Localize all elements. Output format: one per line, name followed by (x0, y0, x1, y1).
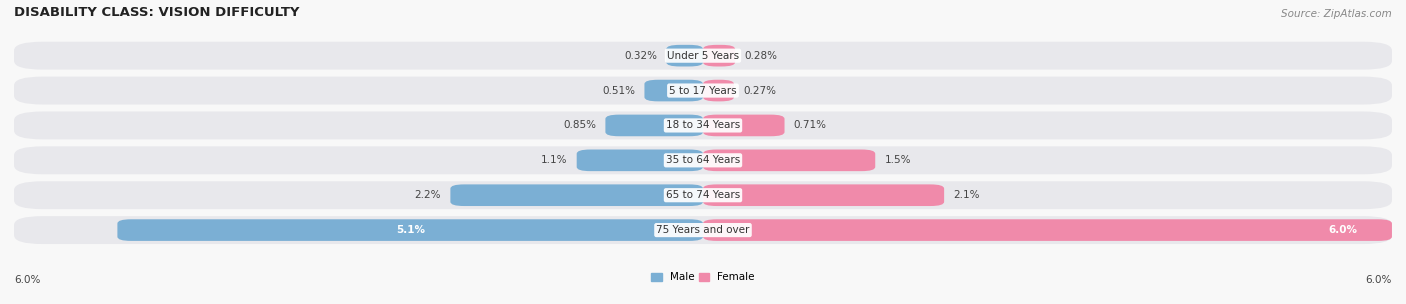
Text: 5 to 17 Years: 5 to 17 Years (669, 85, 737, 95)
FancyBboxPatch shape (450, 185, 703, 206)
Text: 65 to 74 Years: 65 to 74 Years (666, 190, 740, 200)
Text: 1.5%: 1.5% (884, 155, 911, 165)
FancyBboxPatch shape (703, 150, 875, 171)
FancyBboxPatch shape (14, 216, 1392, 244)
FancyBboxPatch shape (703, 185, 945, 206)
Text: 2.2%: 2.2% (415, 190, 441, 200)
Text: 0.85%: 0.85% (564, 120, 596, 130)
Text: Under 5 Years: Under 5 Years (666, 51, 740, 61)
Text: 6.0%: 6.0% (14, 275, 41, 285)
FancyBboxPatch shape (576, 150, 703, 171)
Text: 5.1%: 5.1% (395, 225, 425, 235)
FancyBboxPatch shape (118, 219, 703, 241)
FancyBboxPatch shape (644, 80, 703, 101)
FancyBboxPatch shape (606, 115, 703, 136)
Text: Source: ZipAtlas.com: Source: ZipAtlas.com (1281, 9, 1392, 19)
Text: 35 to 64 Years: 35 to 64 Years (666, 155, 740, 165)
Legend: Male, Female: Male, Female (651, 272, 755, 282)
FancyBboxPatch shape (14, 112, 1392, 140)
FancyBboxPatch shape (703, 219, 1392, 241)
Text: 0.28%: 0.28% (744, 51, 778, 61)
Text: 75 Years and over: 75 Years and over (657, 225, 749, 235)
FancyBboxPatch shape (14, 42, 1392, 70)
Text: 0.51%: 0.51% (602, 85, 636, 95)
Text: 6.0%: 6.0% (1329, 225, 1358, 235)
FancyBboxPatch shape (703, 115, 785, 136)
FancyBboxPatch shape (14, 146, 1392, 174)
Text: 0.32%: 0.32% (624, 51, 657, 61)
FancyBboxPatch shape (703, 45, 735, 67)
FancyBboxPatch shape (14, 181, 1392, 209)
FancyBboxPatch shape (666, 45, 703, 67)
FancyBboxPatch shape (703, 80, 734, 101)
FancyBboxPatch shape (14, 77, 1392, 105)
Text: DISABILITY CLASS: VISION DIFFICULTY: DISABILITY CLASS: VISION DIFFICULTY (14, 6, 299, 19)
Text: 18 to 34 Years: 18 to 34 Years (666, 120, 740, 130)
Text: 6.0%: 6.0% (1365, 275, 1392, 285)
Text: 1.1%: 1.1% (541, 155, 568, 165)
Text: 0.71%: 0.71% (794, 120, 827, 130)
Text: 0.27%: 0.27% (744, 85, 776, 95)
Text: 2.1%: 2.1% (953, 190, 980, 200)
